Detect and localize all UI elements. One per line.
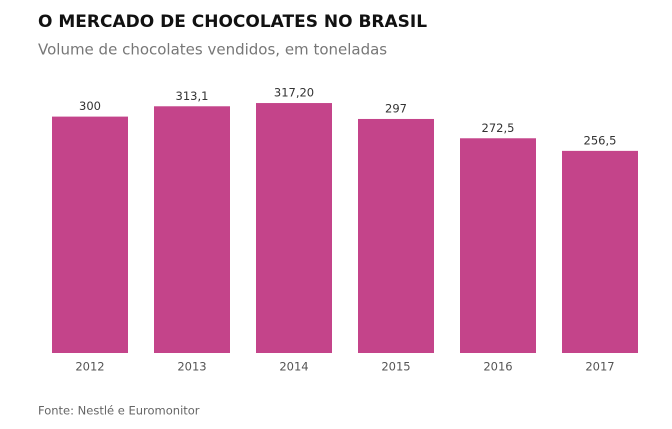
data-label: 272,5 — [482, 121, 515, 135]
chart-title: O MERCADO DE CHOCOLATES NO BRASIL — [38, 12, 427, 32]
x-tick-label: 2016 — [483, 360, 512, 374]
x-tick-label: 2012 — [75, 360, 104, 374]
x-tick-label: 2015 — [381, 360, 410, 374]
source-note: Fonte: Nestlé e Euromonitor — [38, 404, 200, 418]
chart-subtitle: Volume de chocolates vendidos, em tonela… — [38, 41, 387, 59]
bar — [154, 106, 230, 354]
bar — [460, 138, 536, 353]
data-label: 256,5 — [584, 133, 617, 147]
bar — [52, 116, 128, 353]
x-tick-label: 2014 — [279, 360, 308, 374]
data-label: 313,1 — [176, 89, 209, 103]
x-tick-label: 2013 — [177, 360, 206, 374]
x-tick-label: 2017 — [585, 360, 614, 374]
bar — [256, 103, 332, 353]
bar — [562, 150, 638, 353]
data-label: 297 — [385, 101, 407, 115]
data-label: 317,20 — [274, 86, 314, 100]
data-label: 300 — [79, 99, 101, 113]
bar — [358, 118, 434, 354]
